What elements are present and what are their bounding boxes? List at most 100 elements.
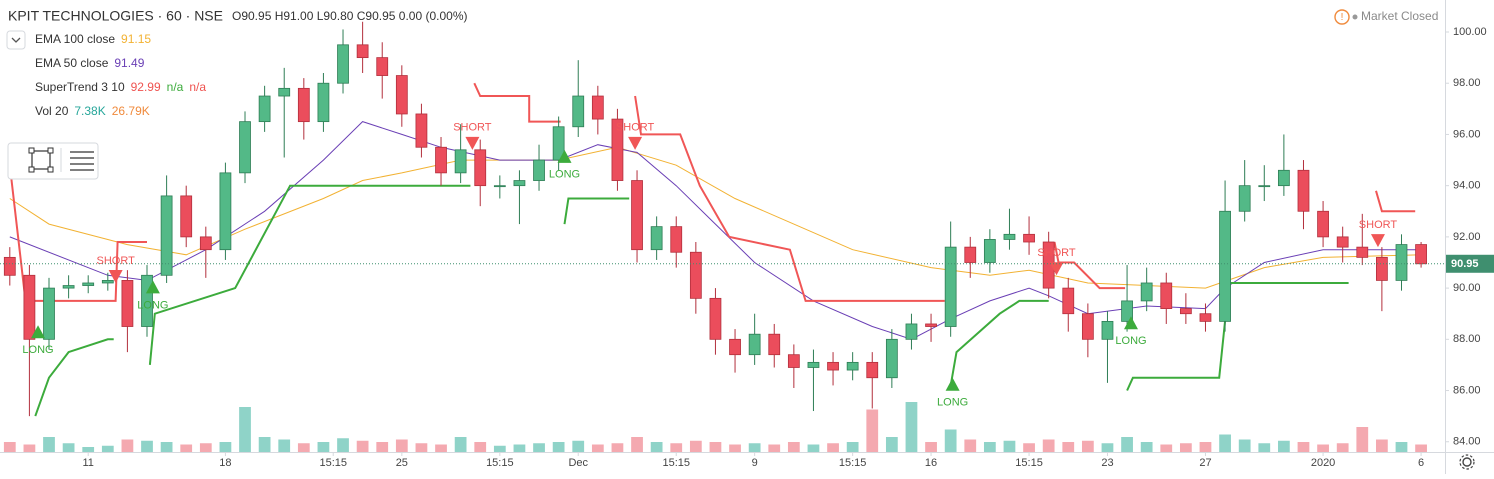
volume-bar — [1277, 440, 1290, 452]
y-tick-label: 96.00 — [1453, 128, 1481, 140]
volume-bar — [23, 444, 36, 452]
supertrend-up — [34, 184, 1349, 417]
x-tick-label: 18 — [219, 457, 231, 469]
volume-bar — [395, 439, 408, 452]
candle-body — [23, 274, 36, 340]
volume-bar — [1238, 439, 1251, 452]
long-arrow — [31, 325, 46, 339]
short-arrow — [108, 269, 123, 283]
candle-body — [43, 287, 55, 340]
candle-body — [1297, 169, 1310, 212]
candle-body — [1121, 300, 1133, 322]
candle-body — [1160, 282, 1173, 309]
volume-bar — [768, 444, 781, 452]
candle-body — [1179, 308, 1192, 315]
volume-bar — [121, 439, 134, 452]
tool-handle — [47, 166, 54, 173]
volume-bar — [689, 440, 702, 452]
x-tick-label: 15:15 — [662, 457, 690, 469]
legend-reading: 7.38K — [74, 104, 105, 118]
candle-body — [435, 146, 447, 174]
candle-body — [748, 333, 761, 356]
candle-body — [689, 251, 702, 299]
candle-body — [1277, 169, 1290, 187]
volume-bar — [180, 444, 193, 452]
volume-bar — [885, 437, 898, 452]
settings-tool[interactable] — [70, 151, 94, 171]
candle-body — [101, 280, 114, 284]
candle-body — [454, 149, 467, 174]
last-price-box — [1446, 254, 1494, 273]
volume-bar — [1160, 444, 1173, 452]
y-tick-label: 100.00 — [1453, 26, 1487, 38]
candle-body — [376, 57, 389, 76]
candle-body — [1356, 246, 1369, 258]
candle-body — [395, 75, 408, 115]
candle-body — [885, 338, 898, 379]
candle-body — [533, 159, 545, 181]
legend-reading: 91.49 — [114, 56, 144, 70]
volume-bar — [905, 402, 918, 452]
candle-body — [1317, 210, 1329, 238]
volume-bar — [513, 444, 526, 452]
candle-body — [493, 185, 506, 188]
legend-reading: 26.79K — [112, 104, 150, 118]
volume-bar — [493, 445, 506, 452]
candle-body — [278, 87, 291, 97]
volume-bar — [552, 442, 565, 452]
x-tick-label: 15:15 — [319, 457, 347, 469]
candle-body — [925, 323, 937, 327]
last-price-label: 90.95 — [1451, 258, 1479, 270]
long-label: LONG — [1115, 335, 1146, 347]
candle-body — [964, 246, 977, 263]
x-tick-label: 25 — [396, 457, 408, 469]
volume-bar — [1258, 443, 1271, 452]
y-tick-label: 84.00 — [1453, 436, 1481, 448]
volume-bar — [748, 443, 761, 452]
x-tick-label: 15:15 — [486, 457, 514, 469]
y-tick-label: 86.00 — [1453, 384, 1481, 396]
x-tick-label: 15:15 — [1015, 457, 1043, 469]
volume-bar — [964, 439, 977, 452]
volume-bar — [62, 443, 75, 452]
legend-entry: EMA 100 close 91.15 — [35, 32, 151, 46]
long-label: LONG — [137, 299, 168, 311]
candle-body — [827, 361, 839, 371]
warning-icon[interactable] — [1334, 9, 1350, 25]
legend: EMA 100 close 91.15 EMA 50 close 91.49 Super… — [35, 32, 206, 118]
tool-handle — [47, 147, 54, 154]
long-label: LONG — [937, 397, 968, 409]
settings-gear[interactable] — [1462, 457, 1472, 467]
candle-body — [199, 236, 212, 251]
volume-bar — [356, 440, 369, 452]
candle-body — [141, 274, 153, 327]
candle-body — [297, 87, 310, 123]
tool-handle — [28, 147, 35, 154]
candle-body — [356, 44, 369, 59]
volume-bar — [317, 442, 330, 452]
x-tick-label: 2020 — [1311, 457, 1335, 469]
volume-bar — [376, 442, 389, 452]
x-tick-label: 27 — [1199, 457, 1211, 469]
rectangle-tool[interactable] — [31, 150, 51, 170]
collapse-button[interactable] — [6, 30, 26, 50]
legend-name: SuperTrend 3 10 — [35, 80, 125, 94]
candle-body — [1062, 287, 1075, 315]
volume-bar — [925, 442, 937, 452]
candle-body — [1101, 320, 1114, 340]
long-label: LONG — [22, 344, 53, 356]
volume-bar — [709, 442, 722, 452]
volume-bar — [1356, 427, 1369, 452]
x-tick-label: 9 — [752, 457, 758, 469]
legend-reading: 92.99 — [131, 80, 161, 94]
short-arrow — [628, 136, 643, 150]
candle-body — [1219, 210, 1231, 322]
settings-gear-teeth — [1459, 454, 1475, 470]
x-tick-label: 15:15 — [839, 457, 867, 469]
candle-body — [1199, 313, 1212, 322]
candle-body — [709, 297, 722, 340]
market-status[interactable]: Market Closed — [1361, 9, 1438, 23]
volume-bar — [337, 438, 349, 452]
